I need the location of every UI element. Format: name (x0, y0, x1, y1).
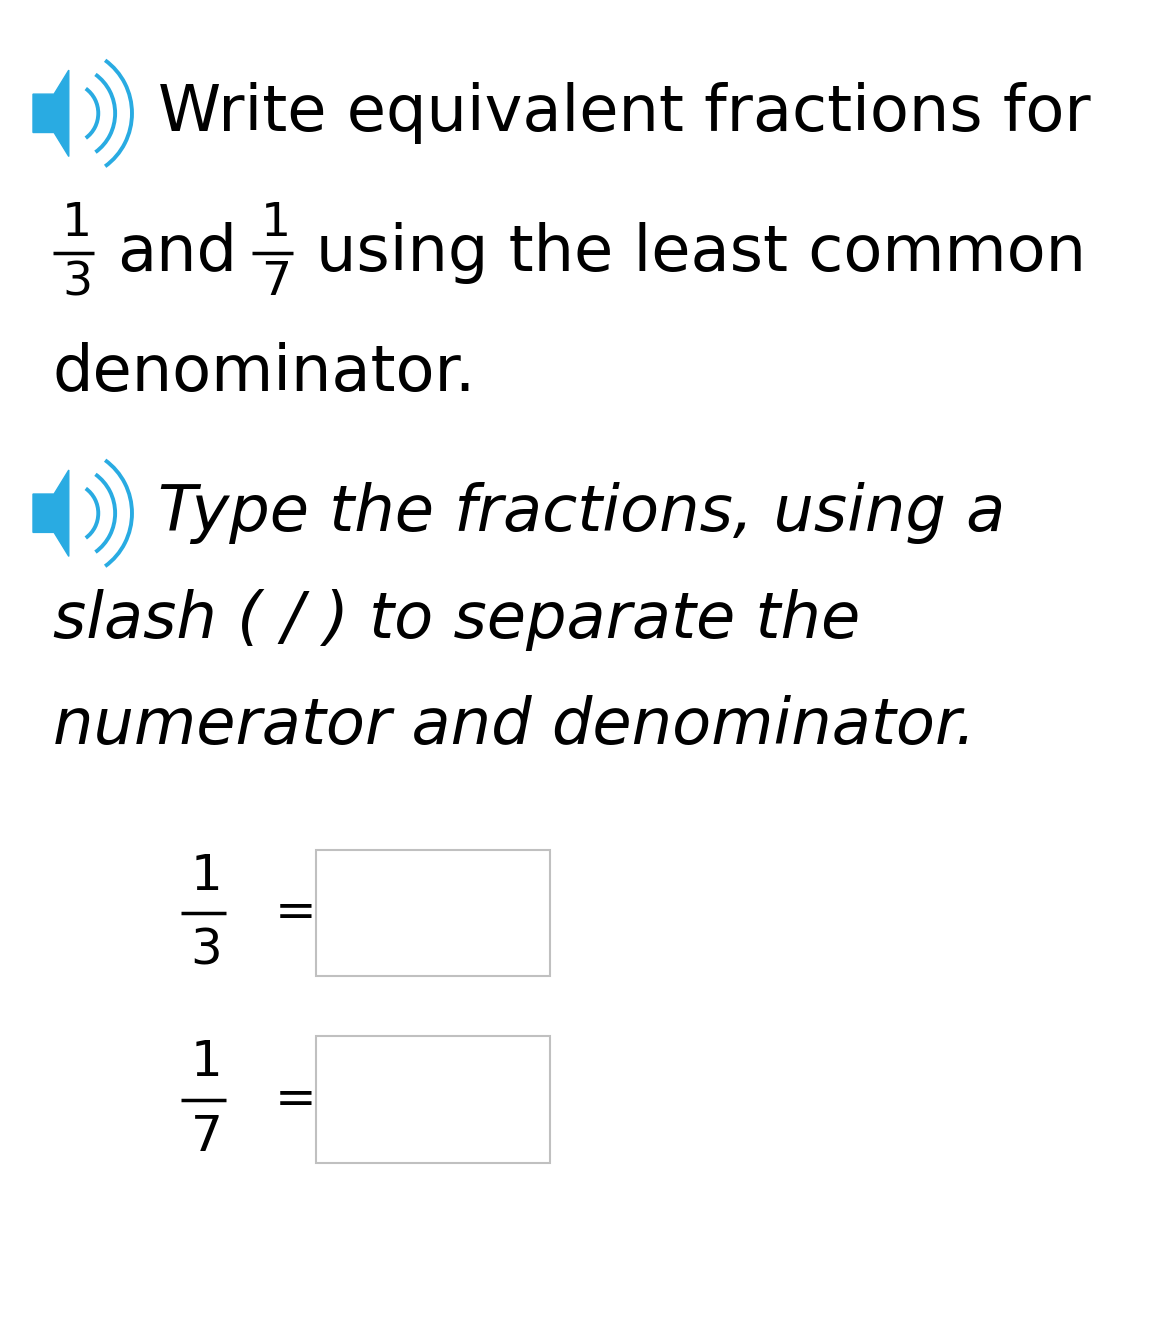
Text: 3: 3 (62, 260, 92, 305)
Text: denominator.: denominator. (53, 343, 476, 404)
FancyBboxPatch shape (316, 850, 550, 976)
Text: Write equivalent fractions for: Write equivalent fractions for (158, 83, 1090, 144)
Polygon shape (33, 471, 69, 556)
Text: 1: 1 (261, 201, 291, 247)
FancyBboxPatch shape (316, 1037, 550, 1162)
Text: 1: 1 (191, 852, 222, 900)
Text: =: = (275, 1076, 317, 1124)
Text: Type the fractions, using a: Type the fractions, using a (158, 483, 1005, 544)
Text: 3: 3 (191, 926, 222, 974)
Polygon shape (33, 71, 69, 156)
Text: using the least common: using the least common (316, 223, 1086, 284)
Text: and: and (117, 223, 238, 284)
Text: 1: 1 (191, 1038, 222, 1086)
Text: =: = (275, 889, 317, 937)
Text: slash ( / ) to separate the: slash ( / ) to separate the (53, 589, 860, 651)
Text: 7: 7 (191, 1113, 222, 1161)
Text: 7: 7 (261, 260, 291, 305)
Text: 1: 1 (62, 201, 92, 247)
Text: numerator and denominator.: numerator and denominator. (53, 696, 976, 757)
